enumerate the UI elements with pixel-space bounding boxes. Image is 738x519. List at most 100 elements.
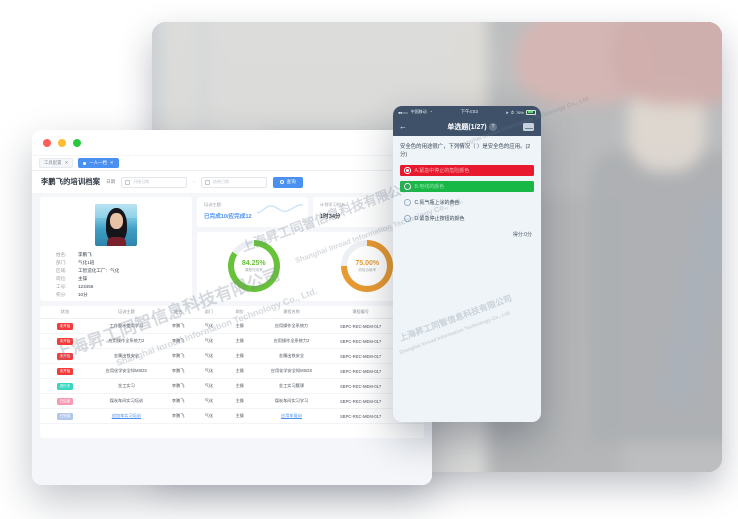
status-badge: 未开始 — [56, 353, 74, 360]
radio-icon — [404, 167, 411, 174]
stat-value: 1时34分 — [320, 214, 341, 220]
field-key: 部门: — [56, 259, 67, 265]
search-icon — [279, 180, 284, 184]
training-records-table-card: 状态 培训主题 姓名 部门 岗位 课程名称 课程编号 形式 未开始 工作胶水使用学… — [40, 305, 424, 438]
cell-topic[interactable]: 追加车实习培训 — [89, 408, 163, 425]
wifi-icon: ⌃ — [429, 109, 433, 115]
field-value: 10分 — [78, 291, 88, 297]
cell-name: 李鹏飞 — [162, 408, 194, 425]
cell-course: 金属出铁安全 — [255, 348, 328, 365]
profile-field-employee-id: 工号: 123456 — [56, 284, 192, 290]
table-header-row: 状态 培训主题 姓名 部门 岗位 课程名称 课程编号 形式 — [40, 305, 424, 320]
profile-field-post: 岗位: 主操 — [56, 275, 192, 282]
cell-topic: 金工实习 — [89, 378, 163, 395]
back-arrow-icon[interactable]: ← — [399, 122, 407, 131]
cell-status: 未开始 — [40, 363, 90, 380]
cell-status: 已结束 — [40, 393, 90, 410]
status-badge: 进行中 — [56, 383, 74, 390]
option-c[interactable]: C.氮气瓶上涂的黄色 — [400, 197, 534, 208]
answer-card-icon[interactable] — [523, 123, 534, 131]
cell-post: 主操 — [224, 363, 256, 380]
stat-card-training-topic: 培训主题: 已完成10/应完成12 — [197, 197, 308, 227]
radio-icon — [404, 215, 411, 222]
end-date-placeholder: 结束日期 — [212, 179, 229, 184]
option-b[interactable]: B.电线的颜色 — [400, 180, 534, 192]
score-label: 得分:0分 — [512, 231, 532, 238]
donut-value: 75.00% — [355, 259, 380, 267]
donut-value: 84.25% — [241, 259, 266, 267]
column-header-department[interactable]: 部门 — [193, 305, 225, 320]
tab-one-person-one-file[interactable]: 一人一档 ✕ — [78, 158, 119, 168]
cell-status: 进行中 — [40, 378, 90, 395]
tab-tool-config[interactable]: 工具配置 ✕ — [39, 158, 74, 168]
search-toolbar: 李鹏飞的培训档案 日期 开始日期 - 结束日期 查询 — [32, 171, 432, 193]
table-row[interactable]: 未开始 应用化学安全知MSDS 李鹏飞 气化 主操 应用化学安全知MSDS SBPC-REC… — [40, 363, 424, 380]
cell-department: 气化 — [193, 393, 225, 410]
donut-charts-card: 84.25% 课题完成率 75.00% 测验合格率 — [197, 232, 424, 301]
phone-nav-bar: ← 单选题(1/27) ? — [393, 118, 541, 136]
tab-close-icon[interactable]: ✕ — [64, 159, 69, 165]
cell-code: SBPC-REC-MEM-017 — [327, 378, 394, 395]
battery-icon — [526, 109, 536, 115]
close-icon[interactable] — [43, 138, 51, 147]
cell-topic: 工作胶水使用学习 — [89, 318, 163, 335]
radio-icon — [404, 183, 411, 190]
profile-field-area: 区域: 工智造化工厂：气化 — [56, 267, 192, 274]
option-d[interactable]: D.紧急停止按钮的颜色 — [400, 213, 534, 224]
column-header-course[interactable]: 课程名称 — [255, 305, 328, 320]
cell-code: SBPC-REC-MEM-017 — [327, 363, 394, 380]
cell-course: 应用化学安全知MSDS — [255, 363, 328, 380]
option-label: B.电线的颜色 — [414, 183, 445, 190]
donut-exam-pass-rate: 75.00% 测验合格率 — [341, 240, 394, 293]
column-header-code[interactable]: 课程编号 — [327, 305, 394, 320]
minimize-icon[interactable] — [58, 138, 66, 147]
cell-department: 气化 — [193, 363, 225, 380]
option-label: A.紧急中停止的危险颜色 — [414, 167, 470, 174]
phone-status-bar: ●●○○○ 中国移动 ⌃ 下午4:53 ➤ ⏱ 76% — [393, 106, 541, 118]
table-row[interactable]: 未开始 工作胶水使用学习 李鹏飞 气化 主操 应用操作全系统力 SBPC-REC-MEM-0… — [40, 318, 424, 335]
clock-label: 下午4:53 — [460, 109, 478, 114]
table-row[interactable]: 未开始 应用操作全系统力2 李鹏飞 气化 主操 应用操作全系统力2 SBPC-REC-MEM… — [40, 333, 424, 350]
column-header-status[interactable]: 状态 — [40, 305, 90, 320]
cell-department: 气化 — [193, 333, 225, 350]
end-date-input[interactable]: 结束日期 — [200, 176, 267, 188]
query-button[interactable]: 查询 — [272, 176, 303, 188]
cell-code: SBPC-REC-MEM-017 — [327, 333, 394, 350]
location-icon: ➤ — [505, 109, 509, 115]
cell-status: 未开始 — [40, 348, 90, 365]
cell-code: SBPC-REC-MEM-017 — [327, 318, 394, 335]
column-header-post[interactable]: 岗位 — [224, 305, 256, 320]
avatar — [95, 204, 137, 246]
stat-cards: 培训主题: 已完成10/应完成12 计划学习时长 1时34分 — [197, 197, 424, 227]
cell-post: 主操 — [224, 408, 256, 425]
cell-name: 李鹏飞 — [162, 378, 194, 395]
option-label: C.氮气瓶上涂的黄色 — [414, 199, 460, 206]
help-icon[interactable]: ? — [489, 123, 497, 131]
maximize-icon[interactable] — [73, 138, 81, 147]
tab-close-icon[interactable]: ✕ — [109, 159, 114, 165]
field-key: 积分: — [56, 291, 67, 297]
option-a[interactable]: A.紧急中停止的危险颜色 — [400, 164, 534, 176]
column-header-name[interactable]: 姓名 — [162, 305, 194, 320]
cell-code: SBPC-REC-MEM-017 — [327, 348, 394, 365]
carrier-label: 中国移动 — [410, 109, 427, 114]
desktop-window: 工具配置 ✕ 一人一档 ✕ 李鹏飞的培训档案 日期 开始日期 - 结束日期 — [32, 130, 432, 485]
cell-status: 未开始 — [40, 333, 90, 350]
field-value: 气化1班 — [78, 259, 95, 265]
start-date-input[interactable]: 开始日期 — [121, 176, 188, 188]
cell-topic: 煤炭车间实习培训 — [89, 393, 163, 410]
field-key: 姓名: — [56, 252, 67, 257]
cell-status: 已完成 — [40, 408, 90, 425]
cell-name: 李鹏飞 — [162, 348, 194, 365]
field-value: 工智造化工厂：气化 — [78, 267, 120, 273]
cell-course[interactable]: 应用车复训 — [255, 408, 328, 425]
column-header-topic[interactable]: 培训主题 — [89, 305, 163, 320]
table-row[interactable]: 已结束 煤炭车间实习培训 李鹏飞 气化 主操 煤炭车间实习学习 SBPC-REC-MEM-0… — [40, 393, 424, 410]
status-badge: 已完成 — [56, 413, 74, 420]
tab-label: 一人一档 — [89, 159, 107, 165]
date-range-separator: - — [193, 179, 195, 185]
field-value: 主操 — [78, 275, 88, 281]
